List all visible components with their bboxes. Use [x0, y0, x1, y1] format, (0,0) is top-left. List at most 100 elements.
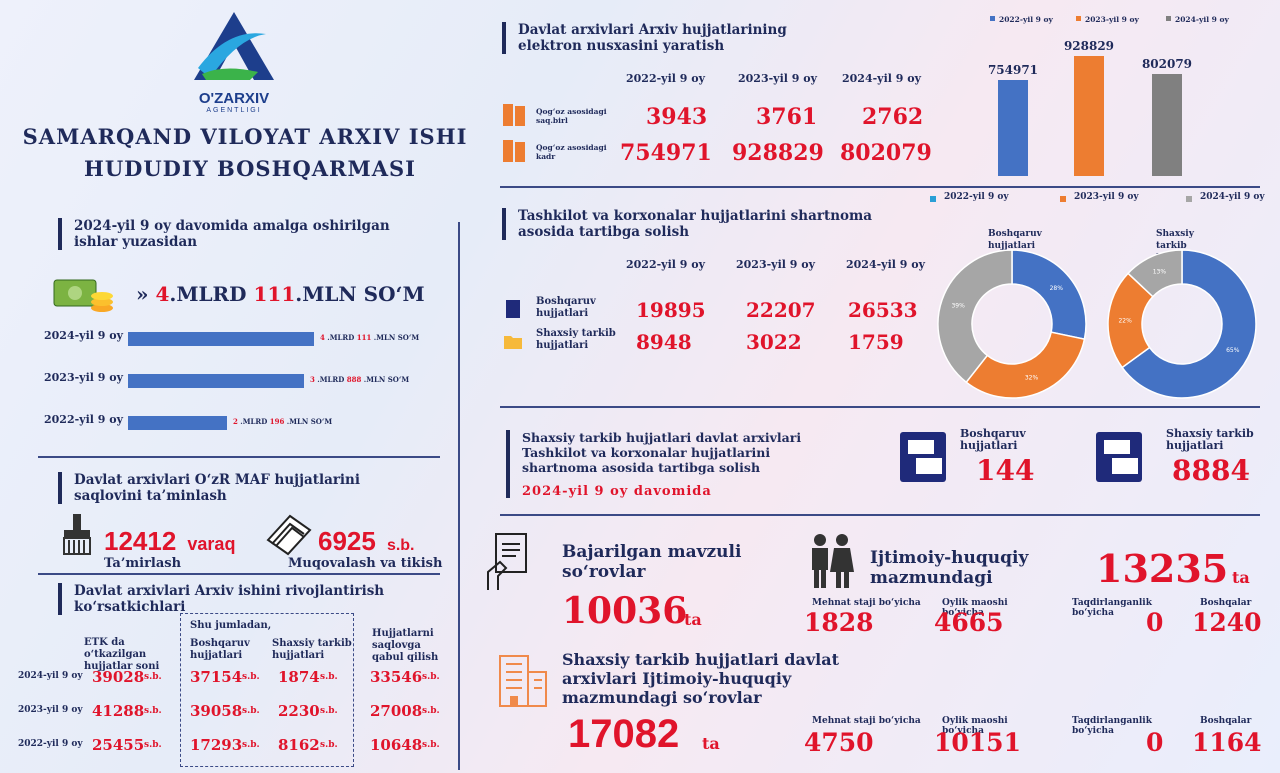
- bar-value-label: 802079: [1142, 57, 1192, 71]
- contract-value: 22207: [746, 298, 816, 322]
- dev-cell-c1: 39028: [92, 668, 145, 686]
- donut-slice-label: 39%: [951, 302, 965, 309]
- donut-chart-boshqaruv: 28% 32% 39%: [937, 249, 1087, 399]
- dev-row-year: 2024-yil 9 oy: [18, 671, 83, 681]
- legend-swatch: [1166, 16, 1171, 21]
- elderly-couple-icon: [806, 532, 858, 588]
- dev-cell-unit: s.b.: [422, 672, 440, 682]
- electronic-value: 3943: [646, 104, 708, 130]
- divider: [38, 573, 440, 575]
- works-bar-label-a: 4: [320, 333, 325, 342]
- logo-mark-icon: [194, 12, 274, 80]
- donut-slice: [965, 331, 1086, 399]
- social-col-label: Oylik maoshi bo‘yicha: [942, 598, 1008, 618]
- divider: [458, 222, 460, 770]
- transfer-title: Shaxsiy tarkib hujjatlari davlat arxivla…: [506, 430, 836, 498]
- dev-cell-c3: 8162: [278, 736, 320, 754]
- works-bar-label-c: 196: [269, 417, 285, 426]
- dev-title: Davlat arxivlari Arxiv ishini rivojlanti…: [58, 583, 398, 615]
- dev-cell-c3: 1874: [278, 668, 320, 686]
- works-bar-label-d: .MLN SO‘M: [361, 375, 410, 384]
- contract-row-label: Boshqaruv hujjatlari: [536, 296, 596, 319]
- works-bar-label-a: 3: [310, 375, 315, 384]
- dev-cell-c4: 27008: [370, 702, 423, 720]
- works-bar: [128, 374, 304, 388]
- personal-col-label: Mehnat staji bo‘yicha: [812, 716, 921, 726]
- personal-col-label: Taqdirlanganlik bo‘yicha: [1072, 716, 1152, 736]
- dev-col4-header: Hujjatlarni saqlovga qabul qilish: [372, 628, 439, 663]
- legend-label: 2022-yil 9 oy: [999, 15, 1053, 24]
- personal-col-value: 10151: [934, 728, 1021, 757]
- works-total-b: .MLRD: [169, 282, 254, 306]
- contract-value: 8948: [636, 330, 692, 354]
- bound-value-group: 6925 s.b.: [318, 526, 415, 557]
- social-col-label: Boshqalar: [1200, 598, 1252, 608]
- social-value: 13235: [1096, 546, 1229, 591]
- works-total-c: 111: [253, 282, 296, 306]
- contract-row-label: Shaxsiy tarkib hujjatlari: [536, 328, 616, 351]
- dev-group-label: Shu jumladan,: [190, 620, 272, 631]
- personal-col-label: Oylik maoshi bo‘yicha: [942, 716, 1008, 736]
- works-bar-label-c: 888: [346, 375, 362, 384]
- works-bar-year: 2023-yil 9 oy: [44, 371, 123, 384]
- contract-value: 3022: [746, 330, 802, 354]
- page-title-line2: HUDUDIY BOSHQARMASI: [83, 156, 417, 181]
- works-bar-label-d: .MLN SO‘M: [284, 417, 333, 426]
- works-bar-label: 2 .MLRD 196 .MLN SO‘M: [233, 417, 332, 426]
- money-icon: [52, 274, 116, 316]
- works-bar-label-a: 2: [233, 417, 238, 426]
- thematic-title: Bajarilgan mavzuli so‘rovlar: [562, 542, 742, 582]
- dev-cell-unit: s.b.: [144, 672, 162, 682]
- donut-slice: [937, 249, 1013, 384]
- building-icon: [490, 646, 550, 708]
- bound-label: Muqovalash va tikish: [288, 556, 443, 571]
- restored-value: 12412: [104, 526, 177, 556]
- works-bar-label: 4 .MLRD 111 .MLN SO‘M: [320, 333, 419, 342]
- dev-cell-unit: s.b.: [422, 706, 440, 716]
- donut-slice-label: 32%: [1025, 375, 1039, 382]
- page-title-line1: SAMARQAND VILOYAT ARXIV ISHI: [22, 124, 468, 149]
- social-col-value: 4665: [934, 608, 1004, 637]
- transfer-a-label: Boshqaruv hujjatlari: [960, 427, 1026, 452]
- divider: [500, 406, 1260, 408]
- contract-title: Tashkilot va korxonalar hujjatlarini sha…: [502, 208, 882, 240]
- contract-value: 26533: [848, 298, 918, 322]
- dev-cell-unit: s.b.: [144, 706, 162, 716]
- legend-swatch: [1186, 196, 1192, 202]
- document-hand-icon: [486, 532, 530, 592]
- social-title: Ijtimoiy-huquqiy mazmundagi: [870, 548, 1029, 588]
- bar: [998, 80, 1028, 176]
- transfer-b-label: Shaxsiy tarkib hujjatlari: [1166, 427, 1254, 452]
- personal-col-label: Boshqalar: [1200, 716, 1252, 726]
- documents-icon: [500, 136, 530, 166]
- electronic-value: 3761: [756, 104, 818, 130]
- donut-slice-label: 22%: [1118, 317, 1132, 324]
- works-bar-label-c: 111: [356, 333, 372, 342]
- divider: [500, 514, 1260, 516]
- logo-name: O'ZARXIV: [198, 90, 270, 107]
- works-title: 2024-yil 9 oy davomida amalga oshirilgan…: [58, 218, 398, 250]
- legend-swatch: [930, 196, 936, 202]
- dev-cell-c1: 25455: [92, 736, 145, 754]
- works-bar-label-d: .MLN SO‘M: [371, 333, 420, 342]
- personal-title: Shaxsiy tarkib hujjatlari davlat arxivla…: [562, 650, 839, 707]
- works-bar: [128, 416, 227, 430]
- thematic-value: 10036: [562, 590, 688, 632]
- legend-label: 2023-yil 9 oy: [1074, 192, 1139, 202]
- contract-year: 2022-yil 9 oy: [626, 258, 705, 271]
- works-total: » 4.MLRD 111.MLN SO‘M: [136, 282, 425, 306]
- electronic-title: Davlat arxivlari Arxiv hujjatlarining el…: [502, 22, 802, 54]
- legend-label: 2024-yil 9 oy: [1175, 15, 1229, 24]
- dev-cell-unit: s.b.: [320, 672, 338, 682]
- dev-row-year: 2023-yil 9 oy: [18, 705, 83, 715]
- dev-cell-c2: 39058: [190, 702, 243, 720]
- donut-chart-shaxsiy: 65% 22% 13%: [1107, 249, 1257, 399]
- social-col-value: 0: [1146, 608, 1164, 637]
- brush-icon: [58, 512, 96, 556]
- frames-bar-chart: 2022-yil 9 oy 754971 2023-yil 9 oy 928829 20…: [976, 8, 1276, 180]
- dev-col3-header: Shaxsiy tarkib hujjatlari: [272, 638, 352, 661]
- dev-cell-c2: 17293: [190, 736, 243, 754]
- legend-swatch: [990, 16, 995, 21]
- logo: O'ZARXIV AGENTLIGI: [188, 8, 280, 116]
- bar-value-label: 754971: [988, 63, 1038, 77]
